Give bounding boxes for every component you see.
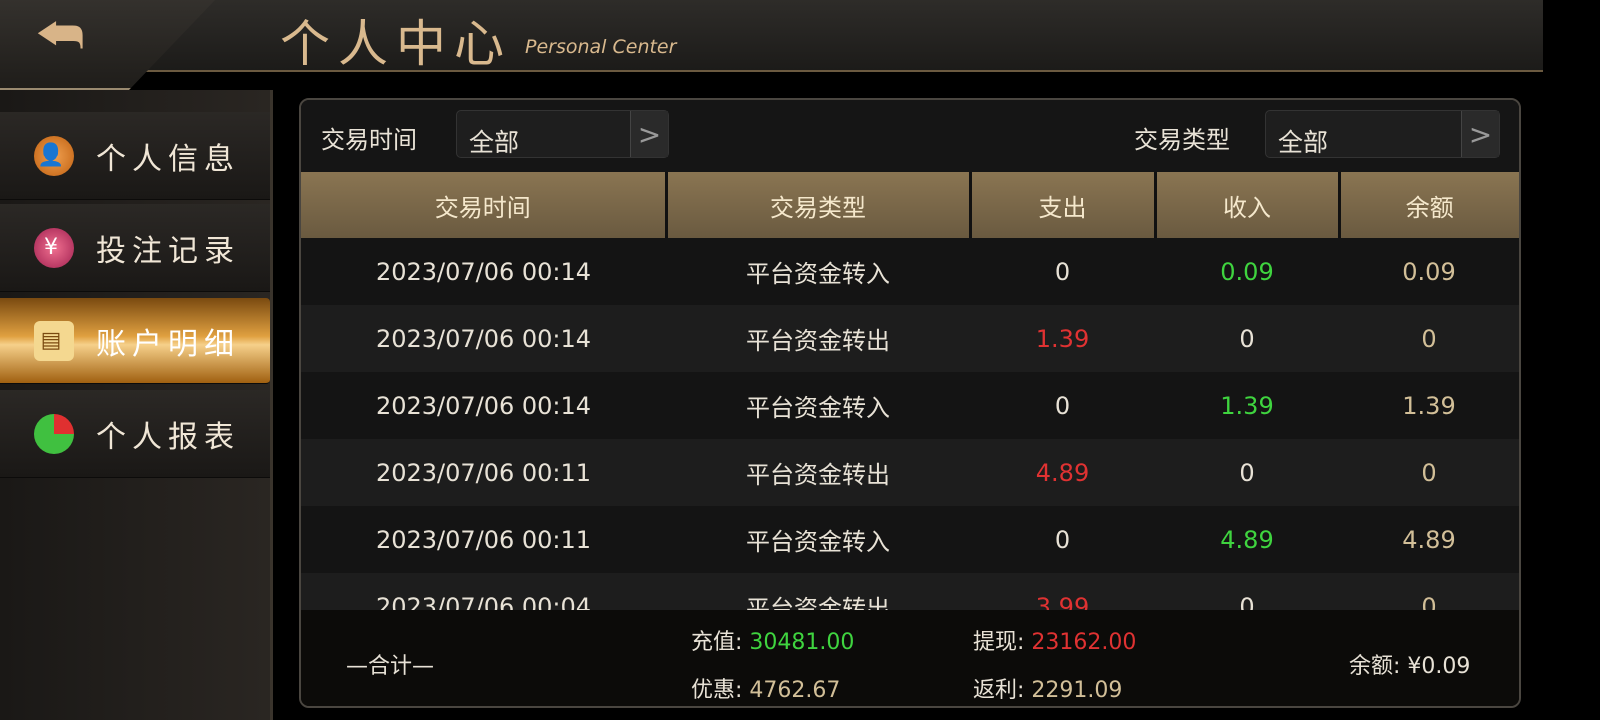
table-cell: 0 <box>1155 439 1339 506</box>
table-cell: 4.89 <box>1155 506 1339 573</box>
sidebar-item-label: 账户明细 <box>96 326 240 362</box>
type-filter-label: 交易类型 <box>1134 126 1230 154</box>
table-cell: 4.89 <box>1339 506 1519 573</box>
pie-chart-icon <box>34 413 74 454</box>
recharge-label: 充值: <box>691 630 743 655</box>
table-cell: 0 <box>970 238 1155 305</box>
bonus-label: 优惠: <box>691 678 743 703</box>
table-cell: 0 <box>1339 305 1519 372</box>
balance-label: 余额: <box>1349 654 1401 679</box>
table-cell: 平台资金转入 <box>666 238 970 305</box>
sidebar-item-label: 投注记录 <box>96 233 240 269</box>
page-title: 个人中心 <box>280 15 512 73</box>
total-label: —合计— <box>346 654 435 679</box>
column-header: 支出 <box>970 172 1157 238</box>
totals-footer: —合计— 充值: 30481.00 优惠: 4762.67 提现: 23162.… <box>301 610 1519 706</box>
withdraw-value: 23162.00 <box>1031 630 1137 655</box>
time-filter-label: 交易时间 <box>321 126 417 154</box>
table-row: 2023/07/06 00:11 平台资金转入 0 4.89 4.89 <box>301 506 1519 573</box>
back-button[interactable]: ⮪ <box>0 0 215 90</box>
document-search-icon: ▤ <box>34 320 74 361</box>
sidebar-item-bet-records[interactable]: ¥ 投注记录 <box>0 204 270 292</box>
table-cell: 平台资金转入 <box>666 372 970 439</box>
sidebar-item-personal-info[interactable]: 👤 个人信息 <box>0 112 270 200</box>
coins-icon: ¥ <box>34 227 74 268</box>
table-cell: 平台资金转入 <box>666 506 970 573</box>
table-cell: 2023/07/06 00:14 <box>301 305 666 372</box>
type-filter-value: 全部 <box>1278 128 1329 157</box>
account-details-panel: 交易时间 全部 > 交易类型 全部 > 交易时间 交易类型 支出 收入 余额 202… <box>299 98 1521 708</box>
column-header: 交易时间 <box>301 172 668 238</box>
filter-bar: 交易时间 全部 > 交易类型 全部 > <box>301 100 1519 172</box>
table-row: 2023/07/06 00:14 平台资金转入 0 1.39 1.39 <box>301 372 1519 439</box>
table-cell: 2023/07/06 00:11 <box>301 506 666 573</box>
table-cell: 4.89 <box>970 439 1155 506</box>
table-cell: 2023/07/06 00:14 <box>301 372 666 439</box>
chevron-right-icon: > <box>630 111 668 157</box>
column-header: 交易类型 <box>666 172 972 238</box>
sidebar-item-personal-report[interactable]: 个人报表 <box>0 390 270 478</box>
table-cell: 0.09 <box>1155 238 1339 305</box>
rebate-value: 2291.09 <box>1031 678 1123 703</box>
table-cell: 1.39 <box>1339 372 1519 439</box>
user-icon: 👤 <box>34 135 74 176</box>
time-filter-select[interactable]: 全部 > <box>456 110 669 158</box>
table-row: 2023/07/06 00:11 平台资金转出 4.89 0 0 <box>301 439 1519 506</box>
table-cell: 0 <box>1339 439 1519 506</box>
sidebar: 👤 个人信息 ¥ 投注记录 ▤ 账户明细 个人报表 <box>0 90 273 720</box>
recharge-value: 30481.00 <box>749 630 855 655</box>
chevron-right-icon: > <box>1461 111 1499 157</box>
table-cell: 2023/07/06 00:14 <box>301 238 666 305</box>
table-cell: 平台资金转出 <box>666 305 970 372</box>
table-row: 2023/07/06 00:14 平台资金转出 1.39 0 0 <box>301 305 1519 372</box>
time-filter-value: 全部 <box>469 128 520 157</box>
table-cell: 0 <box>970 506 1155 573</box>
type-filter-select[interactable]: 全部 > <box>1265 110 1500 158</box>
page-subtitle: Personal Center <box>525 36 677 58</box>
transactions-table: 交易时间 交易类型 支出 收入 余额 2023/07/06 00:14 平台资金转… <box>301 172 1519 640</box>
rebate-label: 返利: <box>973 678 1025 703</box>
table-cell: 1.39 <box>970 305 1155 372</box>
back-arrow-icon: ⮪ <box>36 6 85 66</box>
table-row: 2023/07/06 00:14 平台资金转入 0 0.09 0.09 <box>301 238 1519 305</box>
table-cell: 2023/07/06 00:11 <box>301 439 666 506</box>
column-header: 收入 <box>1155 172 1341 238</box>
column-header: 余额 <box>1339 172 1519 238</box>
header: ⮪ 个人中心 Personal Center <box>0 0 1543 90</box>
balance-value: ¥0.09 <box>1407 654 1471 679</box>
table-cell: 0 <box>1155 305 1339 372</box>
table-cell: 平台资金转出 <box>666 439 970 506</box>
sidebar-item-label: 个人信息 <box>96 141 240 177</box>
sidebar-item-label: 个人报表 <box>96 419 240 455</box>
table-cell: 0 <box>970 372 1155 439</box>
table-cell: 0.09 <box>1339 238 1519 305</box>
table-cell: 1.39 <box>1155 372 1339 439</box>
withdraw-label: 提现: <box>973 630 1025 655</box>
bonus-value: 4762.67 <box>749 678 841 703</box>
sidebar-item-account-details[interactable]: ▤ 账户明细 <box>0 298 270 384</box>
